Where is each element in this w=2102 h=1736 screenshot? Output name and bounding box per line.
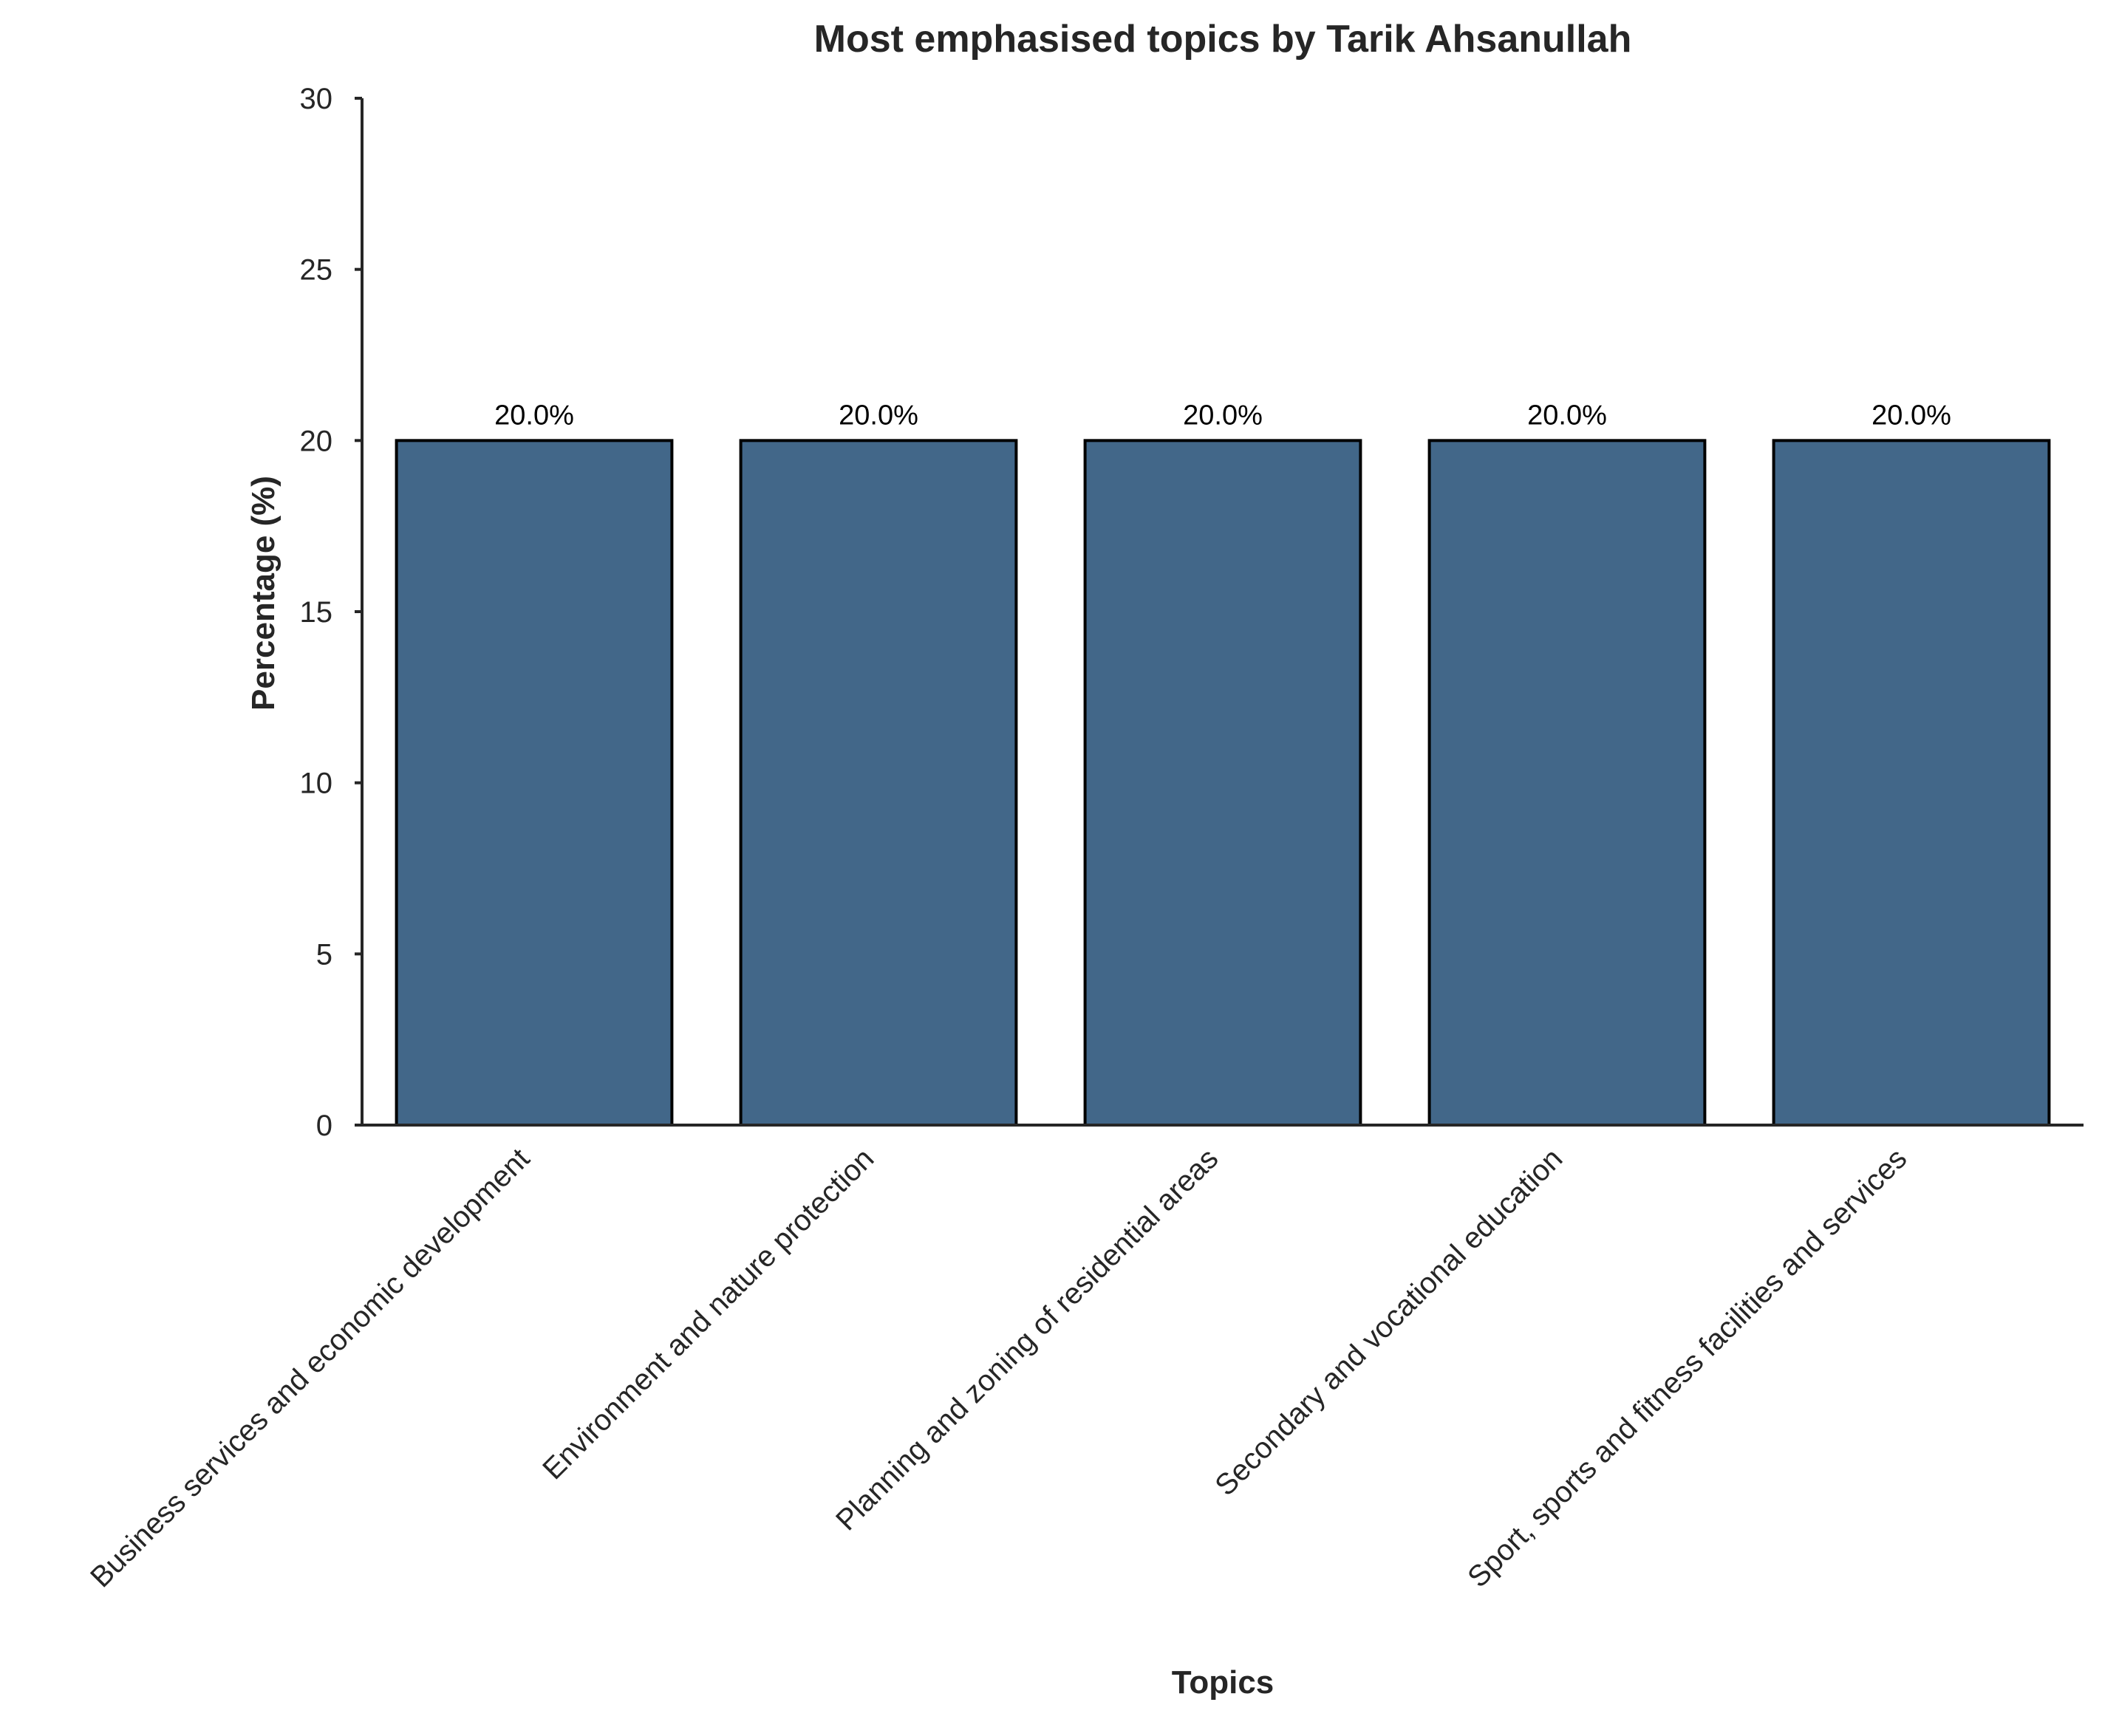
y-tick-label-20: 20 bbox=[300, 425, 333, 457]
bar-value-label-3: 20.0% bbox=[1183, 400, 1263, 431]
y-tick-label-25: 25 bbox=[300, 254, 333, 287]
bar-1 bbox=[395, 439, 674, 1127]
data-labels-group: 20.0% 20.0% 20.0% 20.0% 20.0% bbox=[494, 400, 1951, 431]
x-axis-title: Topics bbox=[1172, 1664, 1274, 1701]
bar-value-label-4: 20.0% bbox=[1527, 400, 1607, 431]
y-axis-title: Percentage (%) bbox=[245, 476, 281, 711]
bar-value-label-2: 20.0% bbox=[839, 400, 918, 431]
bar-5 bbox=[1772, 439, 2051, 1127]
y-tick-label-15: 15 bbox=[300, 596, 333, 629]
x-tick-label-1: Business services and economic developme… bbox=[84, 1142, 536, 1593]
y-axis-ticks: 0 5 10 15 20 25 30 bbox=[300, 83, 362, 1142]
x-tick-label-3: Planning and zoning of residential areas bbox=[830, 1142, 1224, 1537]
chart-title: Most emphasised topics by Tarik Ahsanull… bbox=[814, 18, 1632, 61]
y-tick-label-10: 10 bbox=[300, 768, 333, 800]
bar-3 bbox=[1083, 439, 1362, 1127]
y-tick-label-5: 5 bbox=[316, 938, 332, 971]
bar-2 bbox=[739, 439, 1018, 1127]
bar-value-label-1: 20.0% bbox=[494, 400, 574, 431]
y-tick-label-30: 30 bbox=[300, 83, 333, 115]
bar-value-label-5: 20.0% bbox=[1871, 400, 1951, 431]
x-tick-label-4: Secondary and vocational education bbox=[1209, 1142, 1569, 1502]
x-axis-ticks: Business services and economic developme… bbox=[84, 1142, 1913, 1593]
axes-group bbox=[361, 98, 2084, 1127]
bar-4 bbox=[1427, 439, 1707, 1127]
x-tick-label-2: Environment and nature protection bbox=[536, 1142, 880, 1486]
y-tick-label-0: 0 bbox=[316, 1110, 332, 1142]
bars-group bbox=[395, 439, 2051, 1127]
x-tick-label-5: Sport, sports and fitness facilities and… bbox=[1461, 1142, 1913, 1593]
